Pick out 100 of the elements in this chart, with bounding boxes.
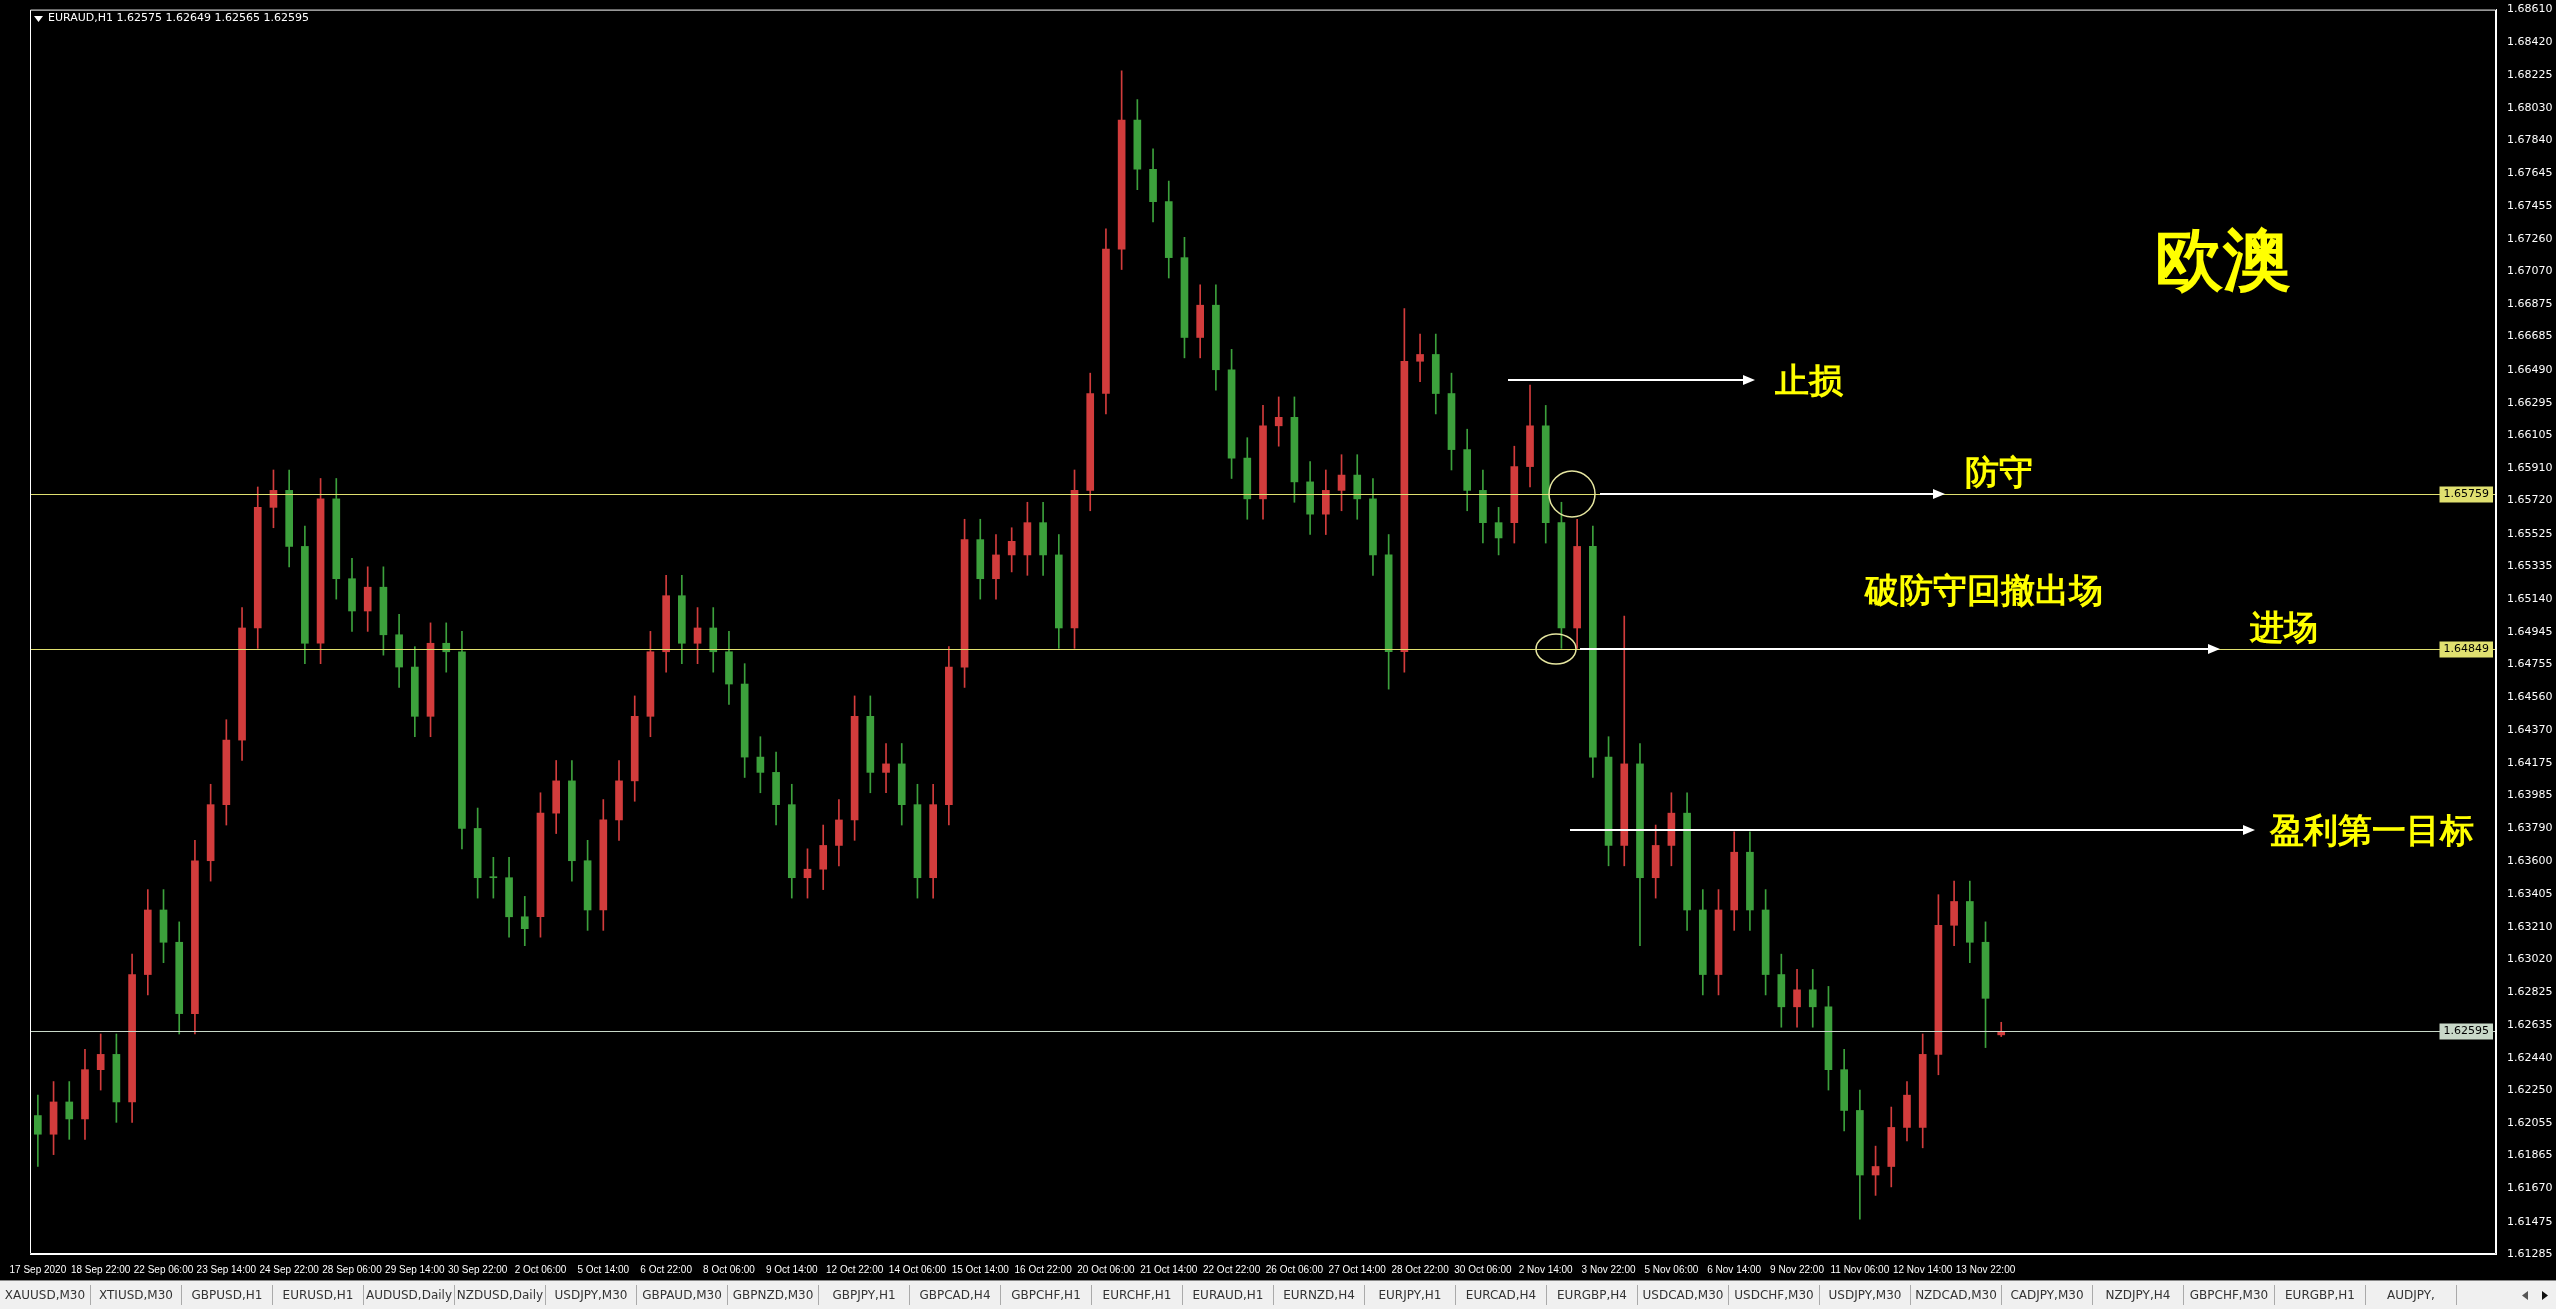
x-tick-label: 21 Oct 14:00 (1140, 1263, 1198, 1275)
candlestick (1274, 396, 1283, 447)
text: GBPCAD,H4 (910, 1285, 1001, 1305)
y-tick-label: 1.67260 (2507, 231, 2553, 245)
x-tick-label: 2 Nov 14:00 (1518, 1263, 1574, 1275)
y-tick-label: 1.67645 (2507, 166, 2553, 180)
y-tick-label: 1.65720 (2507, 493, 2553, 507)
x-tick-label: 11 Nov 06:00 (1830, 1263, 1890, 1275)
y-tick-label: 1.61475 (2507, 1214, 2553, 1228)
text: EURGBP,H1 (2275, 1285, 2366, 1305)
y-tick-label: 1.64560 (2507, 690, 2553, 704)
text: EURAUD,H1 (1183, 1285, 1274, 1305)
text: GBPAUD,M30 (637, 1285, 728, 1305)
y-tick-label: 1.63600 (2507, 853, 2553, 867)
text: EURNZD,H4 (1274, 1285, 1365, 1305)
candlestick (1416, 333, 1424, 382)
y-tick-label: 1.62825 (2507, 985, 2553, 999)
text: GBPUSD,H1 (182, 1285, 273, 1305)
text: EURGBP,H4 (1547, 1285, 1638, 1305)
annotation: 盈利第一目标 (2270, 810, 2474, 850)
y-tick-label: 1.61285 (2507, 1246, 2553, 1260)
text: EURCAD,H4 (1456, 1285, 1547, 1305)
text: AUDJPY, (2366, 1285, 2457, 1305)
text: USDCAD,M30 (1638, 1285, 1729, 1305)
ref-line-label: 1.65759 (2443, 487, 2490, 501)
x-tick-label: 26 Oct 06:00 (1265, 1263, 1324, 1275)
x-tick-label: 28 Oct 22:00 (1391, 1263, 1450, 1275)
x-tick-label: 27 Oct 14:00 (1328, 1263, 1387, 1275)
y-tick-label: 1.63210 (2507, 919, 2553, 933)
text: USDJPY,M30 (546, 1285, 637, 1305)
text: NZDCAD,M30 (1911, 1285, 2002, 1305)
x-tick-label: 22 Sep 06:00 (133, 1263, 194, 1275)
x-tick-label: 6 Nov 14:00 (1707, 1263, 1762, 1275)
x-tick-label: 23 Sep 14:00 (196, 1263, 257, 1275)
y-tick-label: 1.61865 (2507, 1148, 2553, 1162)
text: GBPJPY,H1 (819, 1285, 910, 1305)
y-tick-label: 1.67455 (2507, 198, 2553, 212)
x-tick-label: 9 Nov 22:00 (1770, 1263, 1825, 1275)
y-tick-label: 1.65525 (2507, 526, 2553, 540)
y-tick-label: 1.64755 (2507, 657, 2553, 671)
text: EURCHF,H1 (1092, 1285, 1183, 1305)
ref-line-label: 1.64849 (2443, 642, 2490, 656)
text: NZDJPY,H4 (2093, 1285, 2184, 1305)
text: USDCHF,M30 (1729, 1285, 1820, 1305)
y-tick-label: 1.63020 (2507, 952, 2553, 966)
y-tick-label: 1.62055 (2507, 1116, 2553, 1130)
ref-line-label: 1.62595 (2443, 1024, 2490, 1038)
x-tick-label: 29 Sep 14:00 (385, 1263, 446, 1275)
x-tick-label: 5 Nov 06:00 (1644, 1263, 1699, 1275)
x-tick-label: 18 Sep 22:00 (70, 1263, 131, 1275)
x-tick-label: 14 Oct 06:00 (888, 1263, 947, 1275)
annotation: 进场 (2250, 606, 2318, 647)
annotation: 止损 (1775, 360, 1843, 400)
y-tick-label: 1.67070 (2507, 264, 2553, 278)
y-tick-label: 1.66685 (2507, 329, 2553, 343)
text: XTIUSD,M30 (91, 1285, 182, 1305)
y-tick-label: 1.68420 (2507, 34, 2553, 48)
x-tick-label: 22 Oct 22:00 (1202, 1263, 1261, 1275)
y-tick-label: 1.64175 (2507, 755, 2553, 769)
x-tick-label: 5 Oct 14:00 (577, 1263, 630, 1275)
text: GBPCHF,M30 (2184, 1285, 2275, 1305)
x-tick-label: 6 Oct 22:00 (640, 1263, 693, 1275)
y-tick-label: 1.63405 (2507, 886, 2553, 900)
text: GBPNZD,M30 (728, 1285, 819, 1305)
text: 欧澳 (2155, 219, 2291, 301)
x-tick-label: 17 Sep 2020 (9, 1263, 67, 1275)
text: EURJPY,H1 (1365, 1285, 1456, 1305)
text: NZDUSD,Daily (455, 1285, 546, 1305)
x-tick-label: 2 Oct 06:00 (514, 1263, 567, 1275)
y-tick-label: 1.64370 (2507, 722, 2553, 736)
x-tick-label: 12 Oct 22:00 (825, 1263, 884, 1275)
x-tick-label: 13 Nov 22:00 (1955, 1263, 2016, 1275)
y-tick-label: 1.62250 (2507, 1082, 2553, 1096)
y-tick-label: 1.68610 (2507, 2, 2553, 16)
y-tick-label: 1.66105 (2507, 428, 2553, 442)
text: GBPCHF,H1 (1001, 1285, 1092, 1305)
x-tick-label: 16 Oct 22:00 (1014, 1263, 1073, 1275)
x-tick-label: 12 Nov 14:00 (1892, 1263, 1953, 1275)
text: XAUUSD,M30 (0, 1285, 91, 1305)
y-tick-label: 1.68225 (2507, 67, 2553, 81)
y-tick-label: 1.63790 (2507, 821, 2553, 835)
x-tick-label: 3 Nov 22:00 (1581, 1263, 1636, 1275)
annotation: 破防守回撤出场 (1865, 570, 2103, 610)
y-tick-label: 1.62440 (2507, 1050, 2553, 1064)
candlestick (882, 743, 890, 794)
y-tick-label: 1.65910 (2507, 461, 2553, 475)
x-tick-label: 30 Oct 06:00 (1454, 1263, 1512, 1275)
y-tick-label: 1.65335 (2507, 558, 2553, 572)
y-tick-label: 1.66490 (2507, 362, 2553, 376)
annotation: 防守 (1965, 451, 2033, 492)
y-tick-label: 1.62635 (2507, 1017, 2553, 1031)
y-tick-label: 1.63985 (2507, 788, 2553, 802)
chart-title: EURAUD,H1 1.62575 1.62649 1.62565 1.62595 (48, 10, 309, 24)
x-tick-label: 24 Sep 22:00 (259, 1263, 320, 1275)
text: USDJPY,M30 (1820, 1285, 1911, 1305)
y-tick-label: 1.64945 (2507, 625, 2553, 639)
text: EURUSD,H1 (273, 1285, 364, 1305)
y-tick-label: 1.68030 (2507, 100, 2553, 114)
x-tick-label: 20 Oct 06:00 (1077, 1263, 1135, 1275)
y-tick-label: 1.61670 (2507, 1181, 2553, 1195)
